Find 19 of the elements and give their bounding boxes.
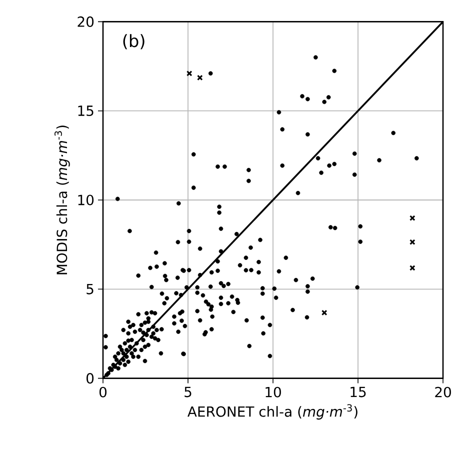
x-axis-title: AERONET chl-a (mg·m$^{-3}$) (188, 404, 358, 420)
point (409, 265, 416, 271)
y-axis-title: MODIS chl-a (mg·m$^{-3}$) (54, 126, 70, 274)
x-tick-label: 5 (184, 386, 192, 398)
y-tick-label: 20 (78, 16, 94, 27)
point (409, 215, 416, 221)
point (196, 74, 203, 81)
y-tick-label: 0 (86, 373, 94, 384)
point (186, 70, 192, 76)
y-tick-label: 15 (78, 106, 94, 116)
y-tick-label: 5 (86, 284, 94, 294)
x-tick-label: 0 (99, 386, 107, 398)
x-tick-label: 20 (435, 386, 451, 398)
x-tick-label: 10 (266, 386, 281, 398)
point (409, 239, 416, 245)
point (321, 310, 328, 316)
annotation: (b) (123, 34, 144, 50)
x-tick-label: 15 (350, 386, 366, 398)
y-tick-label: 10 (78, 194, 94, 206)
